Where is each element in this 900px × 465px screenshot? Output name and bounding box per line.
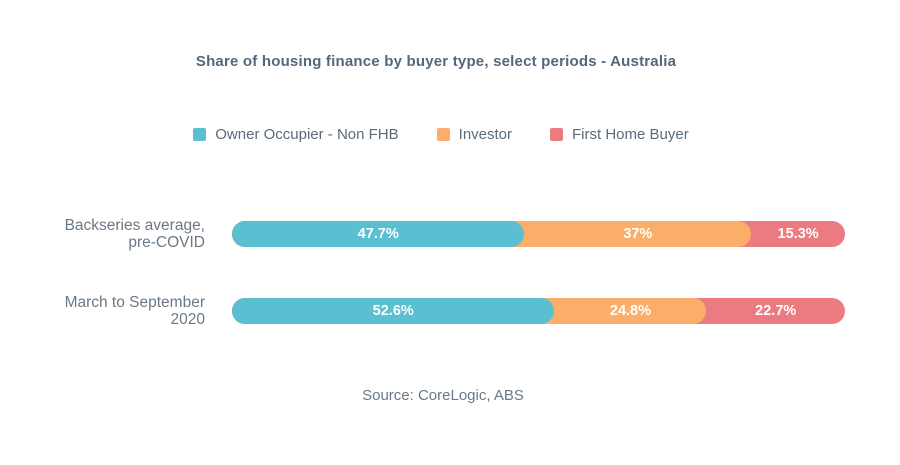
legend-swatch-icon <box>550 128 564 141</box>
chart-title: Share of housing finance by buyer type, … <box>195 53 677 70</box>
bar-value-label: 22.7% <box>755 303 797 319</box>
legend-item-owner-occupier-non-fhb[interactable]: Owner Occupier - Non FHB <box>193 126 399 143</box>
bar-track: 47.7% 37% 15.3% <box>232 221 845 247</box>
source-note: Source: CoreLogic, ABS <box>362 387 524 404</box>
legend-item-first-home-buyer[interactable]: First Home Buyer <box>550 126 689 143</box>
category-label-line: March to September <box>64 294 205 311</box>
legend: Owner Occupier - Non FHB Investor First Ho… <box>0 126 882 143</box>
legend-item-label: Owner Occupier - Non FHB <box>215 126 399 143</box>
bar-row: March to September 2020 52.6% 24.8% 22.7% <box>0 285 900 337</box>
category-label: March to September 2020 <box>0 294 205 328</box>
legend-swatch-icon <box>436 128 450 141</box>
bar-value-label: 24.8% <box>609 303 651 319</box>
bar-value-label: 15.3% <box>777 226 819 242</box>
category-label-line: pre-COVID <box>128 234 205 251</box>
bar-value-label: 37% <box>623 226 653 242</box>
bar-value-label: 52.6% <box>372 303 414 319</box>
bar-row: Backseries average, pre-COVID 47.7% 37% 15.3… <box>0 208 900 260</box>
category-label: Backseries average, pre-COVID <box>0 217 205 251</box>
legend-item-investor[interactable]: Investor <box>436 126 513 143</box>
legend-swatch-icon <box>193 128 207 141</box>
category-label-line: Backseries average, <box>64 217 205 234</box>
legend-item-label: First Home Buyer <box>572 126 689 143</box>
legend-item-label: Investor <box>458 126 513 143</box>
category-label-line: 2020 <box>170 311 205 328</box>
bar-segment-owner-occupier-non-fhb <box>232 298 555 324</box>
bar-value-label: 47.7% <box>357 226 399 242</box>
bar-track: 52.6% 24.8% 22.7% <box>232 298 845 324</box>
bar-segment-owner-occupier-non-fhb <box>232 221 525 247</box>
